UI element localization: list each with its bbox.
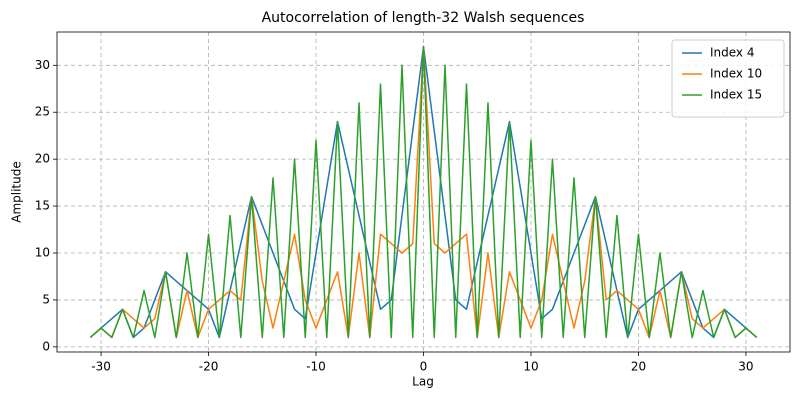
x-tick-label: 20: [631, 360, 646, 374]
legend-label: Index 10: [710, 67, 762, 81]
chart-title: Autocorrelation of length-32 Walsh seque…: [262, 10, 585, 26]
y-tick-label: 25: [35, 105, 50, 119]
x-tick-label: -10: [306, 360, 326, 374]
x-axis-label: Lag: [412, 375, 434, 389]
legend: Index 4 Index 10 Index 15: [671, 39, 785, 118]
x-tick-label: -30: [91, 360, 111, 374]
x-tick-label: 10: [523, 360, 538, 374]
legend-box: [671, 39, 785, 118]
y-tick-label: 10: [35, 245, 50, 259]
y-tick-label: 15: [35, 199, 50, 213]
legend-label: Index 15: [710, 88, 762, 102]
y-tick-label: 5: [42, 292, 50, 306]
series-line: [89, 45, 758, 339]
x-tick-label: 30: [738, 360, 753, 374]
x-tick-label: 0: [420, 360, 428, 374]
legend-label: Index 4: [710, 46, 754, 60]
y-tick-label: 0: [42, 339, 50, 353]
y-axis-label: Amplitude: [10, 161, 24, 223]
x-tick-label: -20: [199, 360, 219, 374]
plot-frame: [56, 31, 791, 353]
y-tick-label: 30: [35, 58, 50, 72]
y-tick-label: 20: [35, 152, 50, 166]
